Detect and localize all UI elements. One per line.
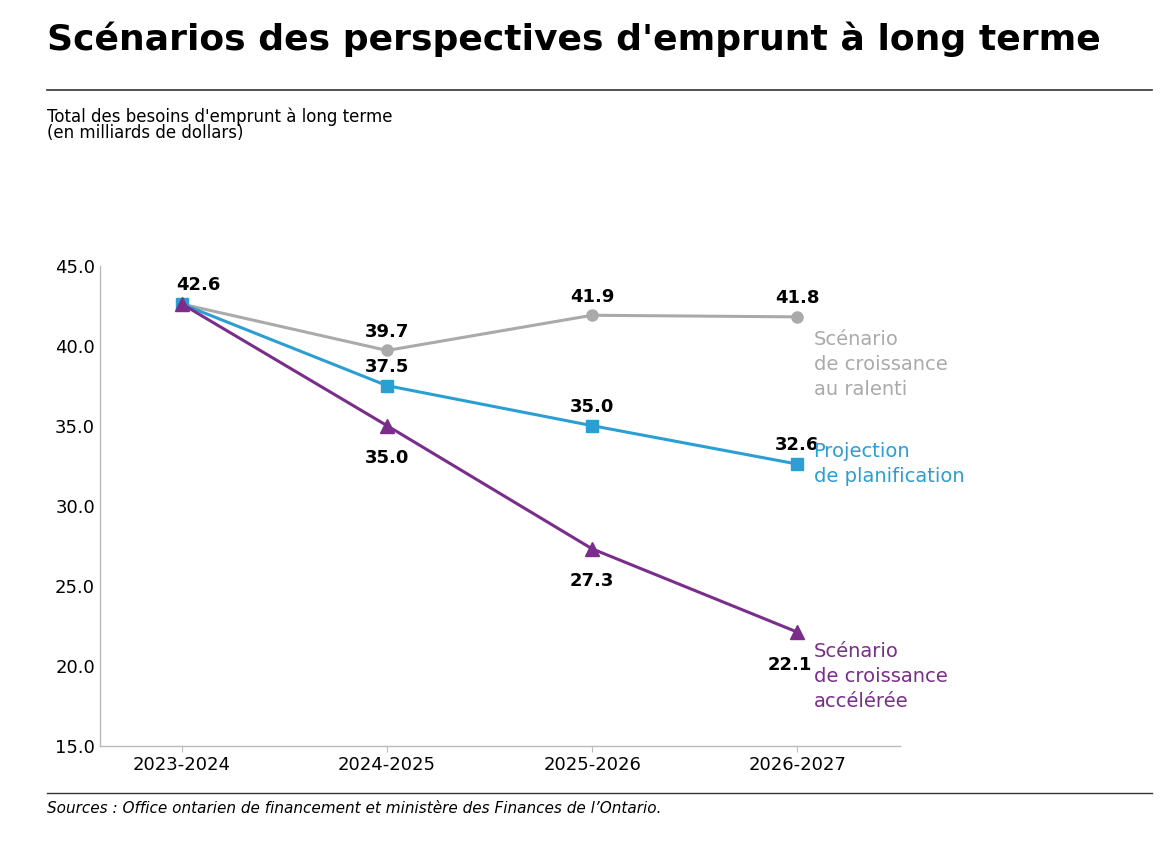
Text: 35.0: 35.0 <box>365 449 409 467</box>
Text: Scénarios des perspectives d'emprunt à long terme: Scénarios des perspectives d'emprunt à l… <box>47 21 1101 57</box>
Text: 39.7: 39.7 <box>365 323 409 341</box>
Text: Total des besoins d'emprunt à long terme: Total des besoins d'emprunt à long terme <box>47 107 393 126</box>
Text: 42.6: 42.6 <box>176 276 221 294</box>
Text: 41.8: 41.8 <box>775 289 820 307</box>
Text: 32.6: 32.6 <box>775 436 820 454</box>
Text: 35.0: 35.0 <box>570 398 614 416</box>
Text: Projection
de planification: Projection de planification <box>814 442 964 486</box>
Text: 22.1: 22.1 <box>768 656 813 674</box>
Text: Sources : Office ontarien de financement et ministère des Finances de l’Ontario.: Sources : Office ontarien de financement… <box>47 801 662 817</box>
Text: Scénario
de croissance
au ralenti: Scénario de croissance au ralenti <box>814 330 948 399</box>
Text: (en milliards de dollars): (en milliards de dollars) <box>47 124 243 142</box>
Text: 37.5: 37.5 <box>365 358 409 376</box>
Text: 41.9: 41.9 <box>570 288 614 306</box>
Text: 27.3: 27.3 <box>570 572 614 590</box>
Text: Scénario
de croissance
accélérée: Scénario de croissance accélérée <box>814 642 948 710</box>
